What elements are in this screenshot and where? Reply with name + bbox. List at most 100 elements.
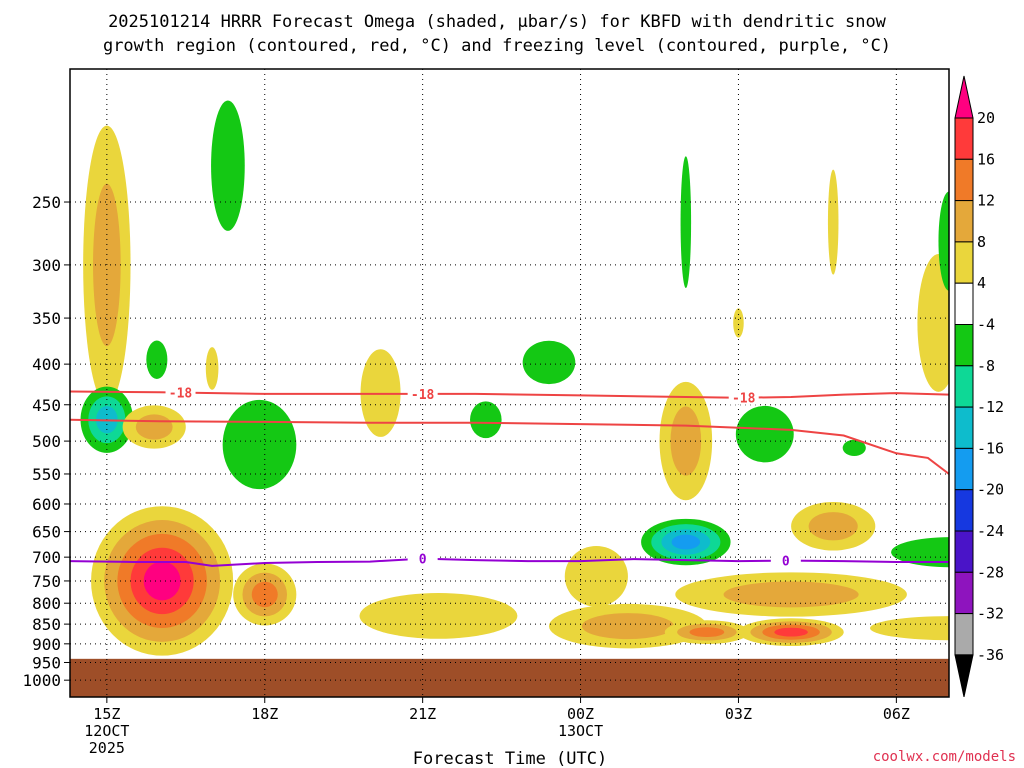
colorbar-label--20: -20 <box>977 481 1004 499</box>
colorbar-box-7 <box>954 406 974 449</box>
omega-feature-26-level-4 <box>917 254 949 392</box>
omega-feature-6-level--4 <box>211 100 245 231</box>
colorbar: 20 16 12 8 4 -4 -8 -12 -16 -20 -24 -28 -32 -36 <box>954 75 1004 698</box>
omega-feature-11-level--4 <box>470 401 502 439</box>
x-tick-label-00Z: 00Z <box>567 705 594 723</box>
colorbar-box-12 <box>954 613 974 656</box>
colorbar-box-5 <box>954 324 974 367</box>
colorbar-label-16: 16 <box>977 150 995 168</box>
contour-label-dgz-top-minus18-0: -18 <box>169 387 193 402</box>
y-tick-label-650: 650 <box>32 523 61 542</box>
omega-feature-12-level--4 <box>522 340 576 385</box>
omega-feature-19-level-4 <box>733 308 744 338</box>
y-tick-label-950: 950 <box>32 653 61 672</box>
colorbar-box-0 <box>954 117 974 160</box>
omega-feature-17-level--4 <box>680 156 692 288</box>
omega-feature-7-level--4 <box>222 399 297 490</box>
colorbar-bottom-arrow <box>954 654 974 698</box>
y-tick-label-600: 600 <box>32 495 61 514</box>
colorbar-box-2 <box>954 200 974 243</box>
ground-shading <box>70 658 949 697</box>
omega-feature-10-level-4 <box>359 593 518 639</box>
colorbar-label-4: 4 <box>977 274 986 292</box>
colorbar-label--24: -24 <box>977 522 1004 540</box>
colorbar-box-3 <box>954 241 974 284</box>
x-axis-label: Forecast Time (UTC) <box>413 749 607 768</box>
y-tick-label-350: 350 <box>32 309 61 328</box>
y-tick-label-750: 750 <box>32 572 61 591</box>
y-tick-label-800: 800 <box>32 594 61 613</box>
omega-feature-5-level-4 <box>205 347 219 390</box>
omega-feature-13-level-8 <box>581 613 674 640</box>
contour-label-dgz-top-minus18-2: -18 <box>732 392 756 407</box>
omega-feature-25-level-4 <box>827 169 839 275</box>
colorbar-box-11 <box>954 571 974 615</box>
contour-label-bg-dgz-top-minus18-2 <box>728 390 759 405</box>
contour-dgz-bottom <box>70 418 949 475</box>
colorbar-label--4: -4 <box>977 316 995 334</box>
omega-feature-3-level--4 <box>146 340 168 380</box>
colorbar-label-12: 12 <box>977 192 995 210</box>
y-tick-label-700: 700 <box>32 548 61 567</box>
y-tick-label-450: 450 <box>32 396 61 415</box>
x-tick-date-15Z: 12OCT <box>84 722 129 740</box>
colorbar-box-1 <box>954 158 974 202</box>
colorbar-box-9 <box>954 489 974 532</box>
x-tick-date-00Z: 13OCT <box>558 722 603 740</box>
credit-link[interactable]: coolwx.com/models <box>873 749 1016 765</box>
omega-feature-4-level-20 <box>143 561 181 601</box>
omega-feature-20-level--4 <box>735 405 794 463</box>
colorbar-label--32: -32 <box>977 605 1004 623</box>
omega-feature-21-level-8 <box>723 581 859 608</box>
plot-frame <box>69 68 950 698</box>
plot-area: -18 -18 -18 0 0 <box>70 69 949 697</box>
y-tick-label-250: 250 <box>32 193 61 212</box>
contour-label-freezing-level-0-0: 0 <box>419 553 427 568</box>
x-tick-label-18Z: 18Z <box>251 705 278 723</box>
omega-feature-16-level--16 <box>671 534 701 550</box>
colorbar-label--28: -28 <box>977 563 1004 581</box>
contour-label-bg-freezing-level-0-0 <box>407 551 438 566</box>
axes: 250 300 350 400 450 500 550 600 650 700 750 800 850 9… <box>22 68 950 757</box>
y-tick-label-500: 500 <box>32 432 61 451</box>
contour-label-bg-dgz-top-minus18-0 <box>165 385 196 400</box>
contour-label-bg-freezing-level-0-1 <box>770 553 801 568</box>
contour-label-bg-dgz-top-minus18-1 <box>407 386 438 401</box>
colorbar-box-10 <box>954 530 974 573</box>
colorbar-label--12: -12 <box>977 398 1004 416</box>
colorbar-label-20: 20 <box>977 109 995 127</box>
plot-content: -18 -18 -18 0 0 <box>70 69 949 697</box>
contour-label-dgz-top-minus18-1: -18 <box>411 388 435 403</box>
colorbar-box-4 <box>954 282 974 326</box>
y-tick-label-1000: 1000 <box>22 671 61 690</box>
colorbar-label-8: 8 <box>977 233 986 251</box>
y-tick-label-400: 400 <box>32 355 61 374</box>
omega-feature-22-level-16 <box>774 627 808 637</box>
y-tick-label-550: 550 <box>32 465 61 484</box>
chart-title-line1: 2025101214 HRRR Forecast Omega (shaded, … <box>108 12 887 32</box>
omega-feature-24-level--4 <box>842 439 866 457</box>
colorbar-label--36: -36 <box>977 646 1004 664</box>
omega-feature-14-level-4 <box>564 545 628 607</box>
omega-feature-15-level-12 <box>689 627 725 638</box>
x-tick-label-03Z: 03Z <box>725 705 752 723</box>
colorbar-top-arrow <box>954 75 974 119</box>
colorbar-label--16: -16 <box>977 439 1004 457</box>
x-tick-label-15Z: 15Z <box>93 705 120 723</box>
x-tick-label-06Z: 06Z <box>883 705 910 723</box>
omega-feature-27-level--4 <box>938 191 949 291</box>
contour-label-freezing-level-0-1: 0 <box>782 555 790 570</box>
contour-dgz-top-minus18 <box>70 390 949 399</box>
omega-feature-29-level-4 <box>870 616 949 641</box>
colorbar-box-6 <box>954 365 974 408</box>
omega-feature-23-level-8 <box>808 512 858 541</box>
y-tick-label-300: 300 <box>32 256 61 275</box>
colorbar-label--8: -8 <box>977 357 995 375</box>
y-tick-label-850: 850 <box>32 615 61 634</box>
x-tick-year-15Z: 2025 <box>89 739 125 757</box>
x-tick-label-21Z: 21Z <box>409 705 436 723</box>
chart-title-line2: growth region (contoured, red, °C) and f… <box>103 36 891 56</box>
colorbar-box-8 <box>954 447 974 491</box>
omega-feature-28-level--4 <box>891 537 949 568</box>
